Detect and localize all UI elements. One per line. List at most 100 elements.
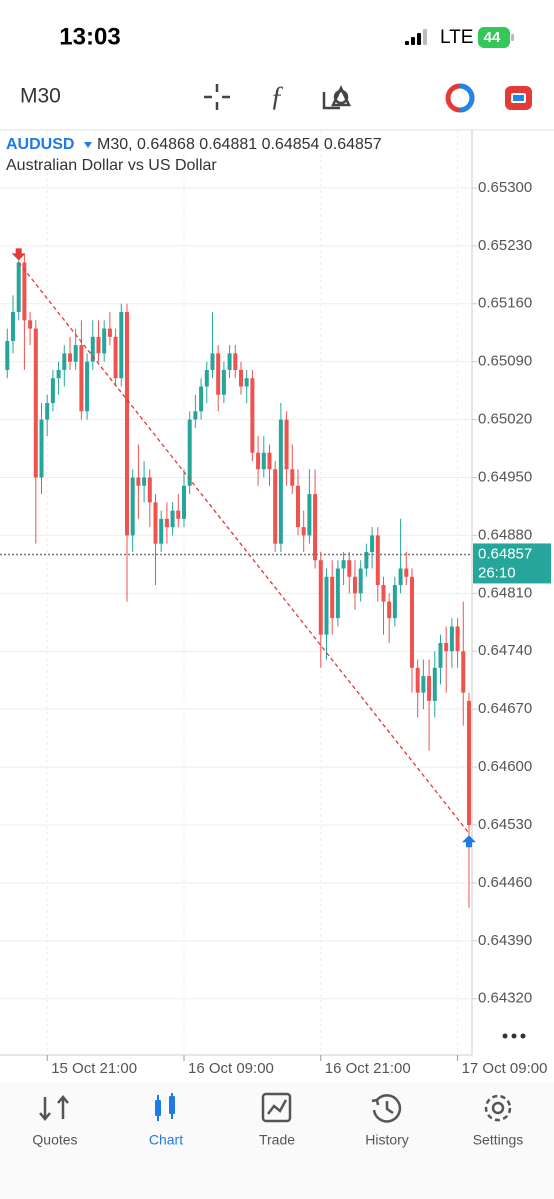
network-label: LTE (440, 27, 473, 48)
y-tick-label: 0.65300 (478, 179, 532, 196)
candle-body (67, 353, 72, 362)
sell-arrow (11, 248, 26, 261)
candle-body (85, 361, 90, 412)
y-tick-label: 0.64530 (478, 816, 532, 833)
candle-body (62, 353, 67, 370)
nav-label[interactable]: Quotes (32, 1132, 77, 1148)
candle-body (261, 452, 266, 470)
candle-body (398, 568, 403, 586)
nav-items: Quotes Chart Trade History Settings (32, 1132, 523, 1148)
y-tick-label: 0.65020 (478, 411, 532, 428)
candle-body (313, 494, 318, 561)
candle-body (216, 353, 221, 395)
x-tick-label: 15 Oct 21:00 (51, 1060, 137, 1077)
nav-label[interactable]: History (365, 1132, 409, 1148)
current-price-box (473, 543, 551, 584)
candle-body (387, 601, 392, 619)
candle-body (102, 328, 107, 354)
candle-body (295, 485, 300, 528)
y-tick-label: 0.64950 (478, 468, 532, 485)
candle-body (301, 527, 306, 536)
candle-body (204, 369, 209, 387)
candle-body (284, 419, 289, 470)
candle-body (22, 262, 27, 321)
crosshair-tool[interactable] (204, 84, 230, 110)
settings-icon[interactable] (484, 1094, 512, 1122)
candle-body (250, 378, 255, 453)
nav-bar (0, 1083, 554, 1199)
nav-label[interactable]: Settings (473, 1132, 524, 1148)
candle-body (96, 336, 101, 354)
candle-body (381, 585, 386, 602)
candle-body (307, 494, 312, 536)
more-button[interactable] (502, 1033, 526, 1039)
candle-body (415, 667, 420, 693)
indicators-tool[interactable]: ƒ (270, 81, 284, 112)
candle-body (170, 510, 175, 528)
candle-body (79, 345, 84, 412)
candle-body (136, 477, 141, 486)
candle-body (341, 560, 346, 569)
history-icon[interactable] (371, 1094, 402, 1123)
trendline (18, 261, 470, 834)
candle-body (50, 378, 55, 404)
chart-icon[interactable] (155, 1093, 175, 1121)
candle-body (461, 651, 466, 693)
y-tick-label: 0.64390 (478, 932, 532, 949)
symbol[interactable]: AUDUSD (6, 136, 74, 153)
timeframe-button[interactable]: M30 (20, 85, 61, 108)
objects-tool[interactable] (322, 85, 351, 110)
candle-body (455, 626, 460, 652)
nav-label[interactable]: Chart (149, 1132, 183, 1148)
candle-body (444, 642, 449, 652)
candle-body (432, 667, 437, 701)
candle-body (409, 576, 414, 668)
y-tick-label: 0.65160 (478, 295, 532, 312)
trade-icon-half (459, 83, 475, 113)
candle-body (256, 452, 261, 470)
candle-body (124, 312, 129, 536)
candle-body (16, 262, 21, 313)
candle-body (438, 642, 443, 668)
quotes-icon[interactable] (39, 1095, 69, 1121)
candle-body (5, 340, 10, 370)
candle-body (244, 378, 249, 387)
one-click-core (513, 95, 524, 101)
y-tick-label: 0.64600 (478, 758, 532, 775)
y-tick-label: 0.64670 (478, 700, 532, 717)
candle-body (335, 568, 340, 619)
candle-body (164, 518, 169, 528)
symbol-dropdown[interactable] (84, 142, 92, 148)
candle-body (181, 485, 186, 519)
candle-body (318, 560, 323, 635)
countdown: 26:10 (478, 564, 516, 581)
battery-icon (478, 27, 510, 48)
grid (0, 130, 472, 1055)
x-tick-label: 17 Oct 09:00 (462, 1060, 548, 1077)
candle-body (45, 403, 50, 420)
candle-body (238, 369, 243, 387)
candle-body (358, 568, 363, 594)
candle-body (364, 551, 369, 569)
candle-body (449, 626, 454, 652)
candle-body (142, 477, 147, 486)
candle-body (233, 353, 238, 370)
y-tick-label: 0.64880 (478, 526, 532, 543)
nav-label[interactable]: Trade (259, 1132, 295, 1148)
symbol-description: Australian Dollar vs US Dollar (6, 157, 217, 174)
candles (0, 248, 476, 908)
candle-body (421, 676, 426, 693)
candle-body (210, 353, 215, 370)
y-tick-label: 0.65230 (478, 237, 532, 254)
candle-body (199, 386, 204, 412)
candle-body (113, 336, 118, 379)
candle-body (176, 510, 181, 519)
candle-body (130, 477, 135, 536)
candle-body (466, 700, 471, 825)
candle-body (290, 469, 295, 486)
candle-body (375, 535, 380, 586)
trade-nav-icon[interactable] (261, 1092, 292, 1123)
y-tick-label: 0.64740 (478, 642, 532, 659)
candle-body (370, 535, 375, 552)
